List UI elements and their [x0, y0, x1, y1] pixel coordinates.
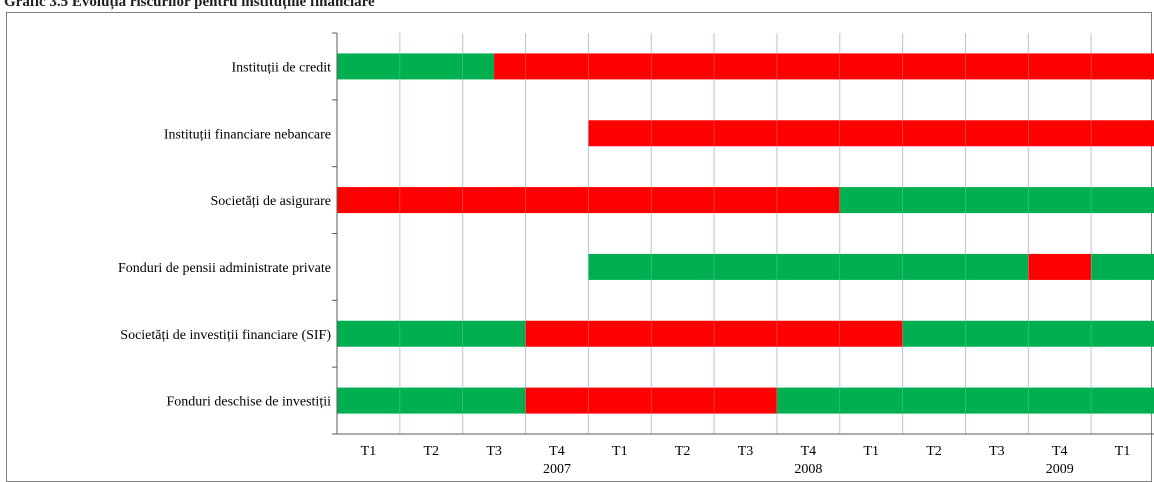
x-tick-label: T1 [361, 444, 377, 459]
bar-segment [337, 53, 495, 80]
x-tick-label: T2 [423, 444, 439, 459]
chart-title: Grafic 3.5 Evoluția riscurilor pentru in… [4, 0, 375, 10]
x-tick-label: T4 [1052, 444, 1068, 459]
category-label: Societăți de investiții financiare (SIF) [120, 328, 331, 343]
year-label: 2007 [543, 462, 571, 477]
bar-segment [1091, 253, 1154, 280]
x-tick-label: T2 [926, 444, 942, 459]
category-label: Instituții de credit [231, 60, 331, 75]
x-tick-label: T1 [863, 444, 879, 459]
x-tick-label: T3 [486, 444, 502, 459]
year-label: 2008 [794, 462, 822, 477]
bar-segment [337, 387, 526, 414]
category-label: Fonduri deschise de investiții [167, 395, 332, 410]
bar-segment [588, 253, 1029, 280]
x-tick-label: T4 [549, 444, 565, 459]
x-tick-label: T2 [675, 444, 691, 459]
x-tick-label: T3 [989, 444, 1005, 459]
bar-segment [839, 187, 1154, 214]
category-label: Instituții financiare nebancare [164, 127, 331, 142]
x-tick-label: T4 [801, 444, 817, 459]
bar-segment [1028, 253, 1092, 280]
bar-segment [588, 120, 1154, 147]
category-label: Fonduri de pensii administrate private [118, 261, 331, 276]
x-tick-label: T1 [1115, 444, 1131, 459]
bar-segment [494, 53, 1154, 80]
x-tick-label: T1 [612, 444, 628, 459]
category-label: Societăți de asigurare [210, 194, 331, 209]
bar-segment [337, 320, 526, 347]
x-tick-label: T3 [738, 444, 754, 459]
year-label: 2009 [1046, 462, 1074, 477]
